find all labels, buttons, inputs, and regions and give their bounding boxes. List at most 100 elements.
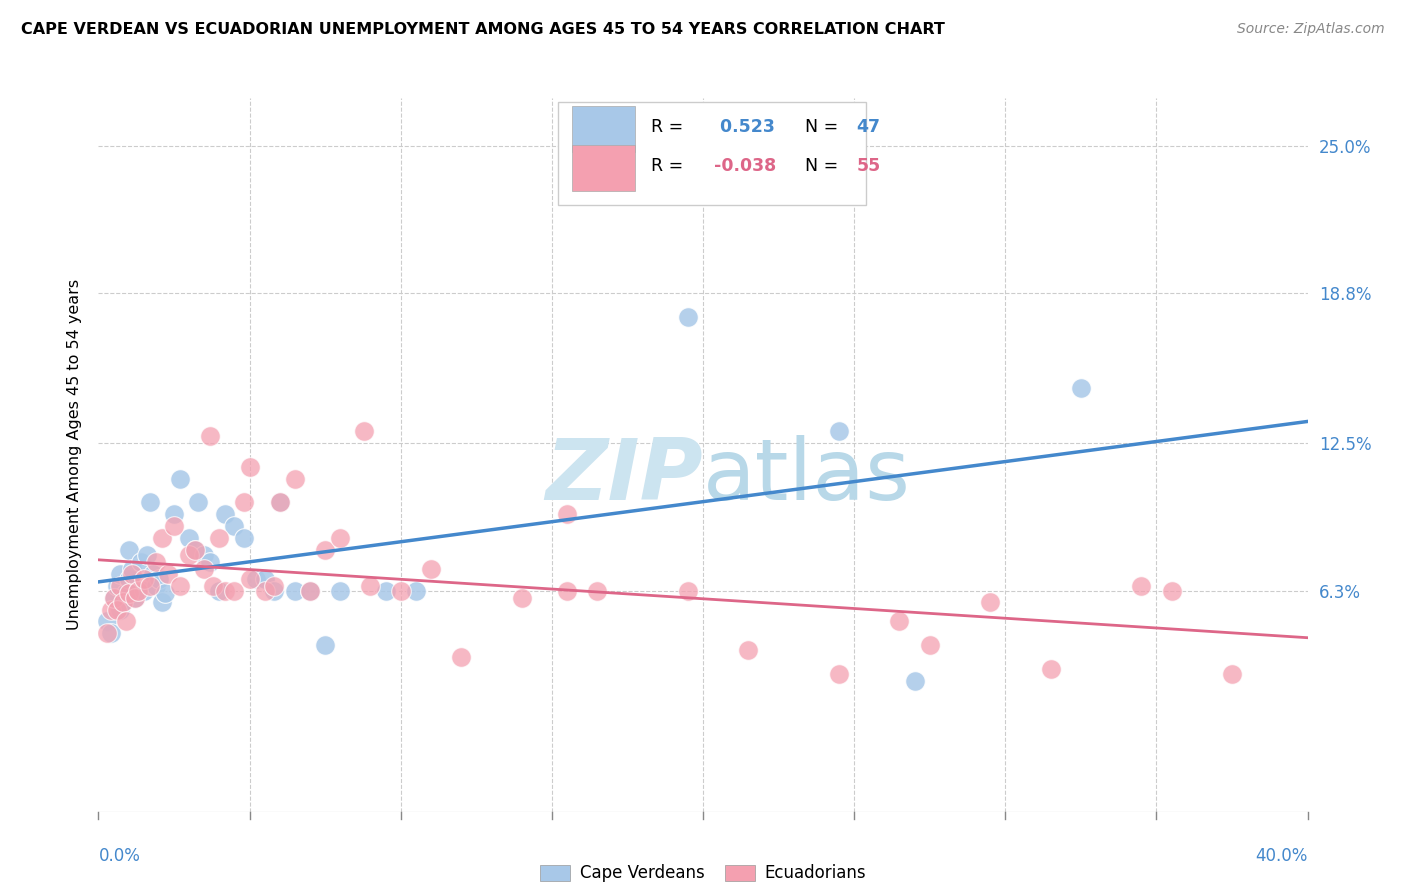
Point	[142, 566, 165, 581]
Point	[450, 650, 472, 665]
Point	[284, 583, 307, 598]
Point	[184, 543, 207, 558]
Point	[129, 555, 152, 569]
FancyBboxPatch shape	[558, 102, 866, 205]
Point	[224, 519, 246, 533]
Text: N =: N =	[793, 118, 844, 136]
Point	[169, 472, 191, 486]
Text: -0.038: -0.038	[714, 157, 776, 175]
Text: 0.523: 0.523	[714, 118, 775, 136]
Text: R =: R =	[651, 118, 689, 136]
Point	[139, 579, 162, 593]
Point	[156, 566, 179, 581]
Point	[202, 579, 225, 593]
Point	[918, 638, 941, 652]
Point	[555, 508, 578, 522]
Text: CAPE VERDEAN VS ECUADORIAN UNEMPLOYMENT AMONG AGES 45 TO 54 YEARS CORRELATION CH: CAPE VERDEAN VS ECUADORIAN UNEMPLOYMENT …	[21, 22, 945, 37]
Point	[132, 572, 155, 586]
Point	[100, 626, 122, 640]
Point	[111, 595, 134, 609]
Legend: Cape Verdeans, Ecuadorians: Cape Verdeans, Ecuadorians	[533, 858, 873, 889]
FancyBboxPatch shape	[572, 145, 636, 191]
Point	[214, 508, 236, 522]
Point	[1039, 662, 1062, 676]
Point	[177, 548, 201, 562]
Point	[979, 595, 1001, 609]
Point	[105, 602, 128, 616]
Point	[114, 615, 136, 629]
Point	[150, 595, 173, 609]
Point	[224, 583, 246, 598]
Point	[169, 579, 191, 593]
Point	[419, 562, 441, 576]
Text: 40.0%: 40.0%	[1256, 847, 1308, 865]
Point	[1220, 666, 1243, 681]
Point	[232, 531, 254, 545]
Y-axis label: Unemployment Among Ages 45 to 54 years: Unemployment Among Ages 45 to 54 years	[66, 279, 82, 631]
Text: 55: 55	[856, 157, 880, 175]
Point	[329, 531, 352, 545]
Point	[232, 495, 254, 509]
Point	[1130, 579, 1153, 593]
Point	[360, 579, 382, 593]
Point	[127, 583, 149, 598]
Text: Source: ZipAtlas.com: Source: ZipAtlas.com	[1237, 22, 1385, 37]
FancyBboxPatch shape	[572, 105, 636, 152]
Point	[405, 583, 427, 598]
Point	[208, 531, 231, 545]
Point	[299, 583, 322, 598]
Point	[118, 586, 141, 600]
Point	[103, 591, 125, 605]
Point	[127, 583, 149, 598]
Point	[135, 548, 157, 562]
Point	[555, 583, 578, 598]
Point	[208, 583, 231, 598]
Point	[163, 519, 186, 533]
Point	[889, 615, 911, 629]
Text: N =: N =	[793, 157, 844, 175]
Point	[263, 579, 285, 593]
Point	[737, 643, 759, 657]
Point	[314, 638, 336, 652]
Point	[214, 583, 236, 598]
Point	[111, 595, 134, 609]
Point	[828, 666, 851, 681]
Point	[253, 572, 276, 586]
Point	[108, 566, 131, 581]
Point	[145, 555, 167, 569]
Text: ZIP: ZIP	[546, 434, 703, 518]
Point	[676, 583, 699, 598]
Point	[284, 472, 307, 486]
Point	[163, 508, 186, 522]
Point	[353, 424, 375, 438]
Point	[118, 572, 141, 586]
Point	[148, 572, 170, 586]
Point	[193, 548, 215, 562]
Point	[245, 572, 267, 586]
Point	[124, 591, 146, 605]
Point	[132, 583, 155, 598]
Point	[108, 602, 131, 616]
Point	[193, 562, 215, 576]
Point	[184, 543, 207, 558]
Point	[299, 583, 322, 598]
Point	[269, 495, 291, 509]
Point	[253, 583, 276, 598]
Point	[145, 579, 167, 593]
Point	[329, 583, 352, 598]
Text: 47: 47	[856, 118, 880, 136]
Point	[105, 579, 128, 593]
Point	[96, 615, 118, 629]
Point	[263, 583, 285, 598]
Point	[269, 495, 291, 509]
Point	[1070, 381, 1092, 395]
Point	[389, 583, 412, 598]
Point	[121, 562, 143, 576]
Point	[153, 586, 176, 600]
Point	[314, 543, 336, 558]
Point	[510, 591, 533, 605]
Text: 0.0%: 0.0%	[98, 847, 141, 865]
Point	[187, 495, 209, 509]
Point	[828, 424, 851, 438]
Point	[124, 591, 146, 605]
